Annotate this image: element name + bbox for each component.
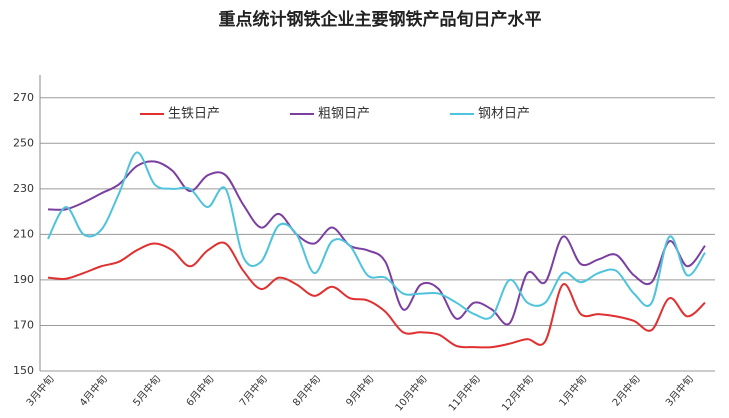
- line-series: [47, 151, 706, 320]
- y-tick-label: 170: [13, 318, 34, 331]
- x-tick-label: 5月中旬: [130, 373, 163, 409]
- legend-label: 钢材日产: [478, 107, 530, 122]
- x-tick-label: 9月中旬: [343, 373, 376, 409]
- legend-label: 生铁日产: [168, 107, 220, 122]
- x-tick-label: 8月中旬: [290, 373, 323, 409]
- x-tick-label: 6月中旬: [183, 373, 216, 409]
- x-tick-label: 3月中旬: [23, 373, 56, 409]
- x-tick-label: 12月中旬: [499, 373, 536, 414]
- line-series: [47, 241, 706, 349]
- legend-label: 粗钢日产: [318, 107, 370, 122]
- x-tick-label: 2月中旬: [609, 373, 642, 409]
- y-tick-label: 270: [13, 91, 34, 104]
- x-tick-label: 1月中旬: [556, 373, 589, 409]
- x-tick-label: 4月中旬: [77, 373, 110, 409]
- y-tick-label: 190: [13, 273, 34, 286]
- y-tick-label: 150: [13, 364, 34, 377]
- y-tick-label: 230: [13, 182, 34, 195]
- x-tick-label: 11月中旬: [445, 373, 482, 414]
- chart-title: 重点统计钢铁企业主要钢铁产品旬日产水平: [219, 9, 542, 30]
- x-tick-label: 7月中旬: [236, 373, 269, 409]
- y-tick-label: 250: [13, 136, 34, 149]
- x-tick-label: 3月中旬: [662, 373, 695, 409]
- x-tick-label: 10月中旬: [392, 373, 429, 414]
- line-series: [47, 160, 706, 326]
- y-tick-label: 210: [13, 227, 34, 240]
